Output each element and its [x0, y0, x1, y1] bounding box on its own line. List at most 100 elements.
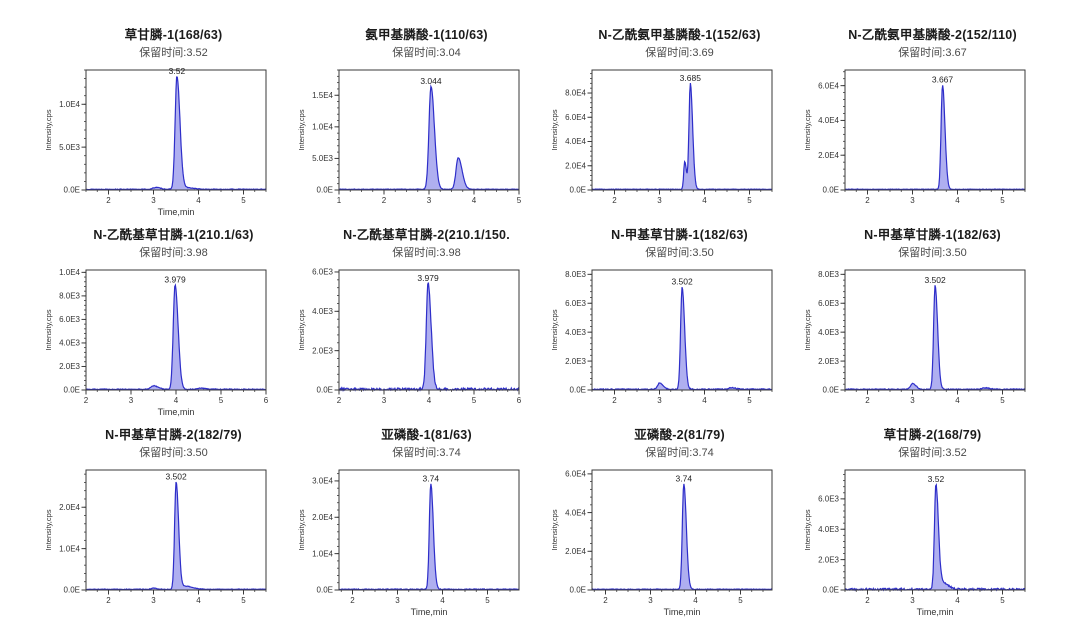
- svg-text:6.0E3: 6.0E3: [818, 495, 839, 504]
- chromatogram-panel: N-甲基草甘膦-2(182/79) 保留时间:3.50 0.0E 1.0E4 2.0…: [40, 424, 293, 624]
- svg-text:4: 4: [955, 396, 960, 405]
- svg-text:4: 4: [427, 396, 432, 405]
- svg-text:5: 5: [472, 396, 477, 405]
- svg-text:0.0E: 0.0E: [317, 386, 333, 395]
- svg-text:5: 5: [747, 396, 752, 405]
- svg-text:5: 5: [738, 596, 743, 605]
- svg-text:2: 2: [612, 396, 617, 405]
- svg-text:1.0E4: 1.0E4: [312, 123, 333, 132]
- svg-text:4.0E3: 4.0E3: [565, 328, 586, 337]
- svg-text:5.0E3: 5.0E3: [312, 154, 333, 163]
- svg-text:0.0E: 0.0E: [317, 586, 333, 595]
- svg-text:1.0E4: 1.0E4: [59, 100, 80, 109]
- svg-text:6: 6: [264, 396, 269, 405]
- svg-text:3: 3: [910, 396, 915, 405]
- svg-text:3: 3: [657, 196, 662, 205]
- svg-text:5: 5: [747, 196, 752, 205]
- svg-text:0.0E: 0.0E: [823, 186, 839, 195]
- svg-text:5: 5: [1000, 596, 1005, 605]
- chromatogram-chart: 0.0E 2.0E3 4.0E3 6.0E3 8.0E3 2 3 4 5 Intensity,cp…: [550, 269, 773, 405]
- retention-time-label: 保留时间:3.50: [139, 447, 208, 459]
- chromatogram-panel: N-乙酰基草甘膦-2(210.1/150. 保留时间:3.98 0.0E 2.0E…: [293, 224, 546, 424]
- svg-text:6.0E3: 6.0E3: [818, 299, 839, 308]
- retention-time-label: 保留时间:3.52: [139, 47, 208, 59]
- panel-title: N-甲基草甘膦-1(182/63): [611, 228, 748, 242]
- retention-time-label: 保留时间:3.98: [392, 247, 461, 259]
- svg-text:2.0E3: 2.0E3: [818, 555, 839, 564]
- chromatogram-chart: 0.0E 2.0E3 4.0E3 6.0E3 2 3 4 5 6 Intensity,cps 3.9…: [297, 268, 522, 405]
- x-axis-label: Time,min: [411, 607, 448, 617]
- svg-text:8.0E3: 8.0E3: [818, 270, 839, 279]
- svg-text:6: 6: [517, 396, 522, 405]
- chromatogram-panel: N-甲基草甘膦-1(182/63) 保留时间:3.50 0.0E 2.0E3 4.0…: [546, 224, 799, 424]
- svg-text:2: 2: [84, 396, 89, 405]
- y-axis-label: Intensity,cps: [550, 109, 559, 150]
- svg-text:4: 4: [440, 596, 445, 605]
- svg-text:4: 4: [955, 596, 960, 605]
- svg-text:5: 5: [241, 196, 246, 205]
- svg-text:4.0E3: 4.0E3: [818, 525, 839, 534]
- retention-time-label: 保留时间:3.50: [645, 247, 714, 259]
- svg-text:0.0E: 0.0E: [64, 386, 80, 395]
- svg-text:8.0E3: 8.0E3: [565, 270, 586, 279]
- peak-rt-annotation: 3.74: [423, 474, 440, 484]
- svg-text:2.0E4: 2.0E4: [59, 503, 80, 512]
- svg-text:4: 4: [196, 596, 201, 605]
- svg-text:2.0E3: 2.0E3: [59, 362, 80, 371]
- y-axis-label: Intensity,cps: [803, 309, 812, 350]
- svg-text:5.0E3: 5.0E3: [59, 143, 80, 152]
- svg-text:2: 2: [106, 196, 111, 205]
- peak-rt-annotation: 3.044: [420, 76, 442, 86]
- svg-text:4.0E4: 4.0E4: [818, 116, 839, 125]
- svg-text:0.0E: 0.0E: [823, 386, 839, 395]
- y-axis-label: Intensity,cps: [550, 309, 559, 350]
- svg-text:1.5E4: 1.5E4: [312, 91, 333, 100]
- svg-text:0.0E: 0.0E: [570, 186, 586, 195]
- y-axis-label: Intensity,cps: [297, 309, 306, 350]
- svg-text:2.0E4: 2.0E4: [818, 151, 839, 160]
- peak-rt-annotation: 3.979: [417, 273, 439, 283]
- chromatogram-chart: 0.0E 2.0E3 4.0E3 6.0E3 8.0E3 1.0E4 2 3 4 5 6 Intens…: [44, 268, 269, 417]
- svg-text:0.0E: 0.0E: [317, 186, 333, 195]
- svg-text:1: 1: [337, 196, 342, 205]
- y-axis-label: Intensity,cps: [803, 109, 812, 150]
- svg-text:3: 3: [129, 396, 134, 405]
- x-axis-label: Time,min: [917, 607, 954, 617]
- svg-text:2: 2: [865, 596, 870, 605]
- svg-text:6.0E3: 6.0E3: [565, 299, 586, 308]
- peak-rt-annotation: 3.979: [164, 274, 186, 284]
- panel-title: 亚磷酸-1(81/63): [381, 428, 472, 442]
- svg-text:3: 3: [151, 596, 156, 605]
- svg-text:5: 5: [241, 596, 246, 605]
- svg-text:2.0E3: 2.0E3: [312, 346, 333, 355]
- svg-text:4.0E3: 4.0E3: [59, 339, 80, 348]
- retention-time-label: 保留时间:3.74: [645, 447, 714, 459]
- panel-title: 氨甲基膦酸-1(110/63): [365, 28, 488, 42]
- svg-text:6.0E3: 6.0E3: [59, 315, 80, 324]
- chromatogram-panel: N-乙酰氨甲基膦酸-1(152/63) 保留时间:3.69 0.0E 2.0E4 4…: [546, 24, 799, 224]
- chromatogram-panel: 草甘膦-2(168/79) 保留时间:3.52 0.0E 2.0E3 4.0E3 6.…: [799, 424, 1052, 624]
- svg-text:5: 5: [1000, 396, 1005, 405]
- x-axis-label: Time,min: [158, 407, 195, 417]
- chromatogram-chart: 0.0E 5.0E3 1.0E4 2 3 4 5 Intensity,cps Time,min 3…: [44, 66, 267, 217]
- svg-text:3: 3: [648, 596, 653, 605]
- svg-text:5: 5: [485, 596, 490, 605]
- chromatogram-panel: 草甘膦-1(168/63) 保留时间:3.52 0.0E 5.0E3 1.0E4 2 3…: [40, 24, 293, 224]
- svg-text:6.0E3: 6.0E3: [312, 268, 333, 277]
- retention-time-label: 保留时间:3.98: [139, 247, 208, 259]
- svg-text:0.0E: 0.0E: [823, 586, 839, 595]
- y-axis-label: Intensity,cps: [44, 509, 53, 550]
- retention-time-label: 保留时间:3.74: [392, 447, 461, 459]
- chromatogram-chart: 0.0E 1.0E4 2.0E4 2 3 4 5 Intensity,cps 3.502: [44, 469, 267, 605]
- svg-text:4: 4: [174, 396, 179, 405]
- svg-text:6.0E4: 6.0E4: [818, 81, 839, 90]
- svg-text:5: 5: [1000, 196, 1005, 205]
- svg-text:3: 3: [910, 596, 915, 605]
- chromatogram-panel: N-甲基草甘膦-1(182/63) 保留时间:3.50 0.0E 2.0E3 4.0…: [799, 224, 1052, 424]
- panel-title: N-乙酰基草甘膦-1(210.1/63): [93, 228, 254, 242]
- svg-text:4.0E3: 4.0E3: [818, 328, 839, 337]
- svg-text:2: 2: [603, 596, 608, 605]
- svg-text:4.0E4: 4.0E4: [565, 508, 586, 517]
